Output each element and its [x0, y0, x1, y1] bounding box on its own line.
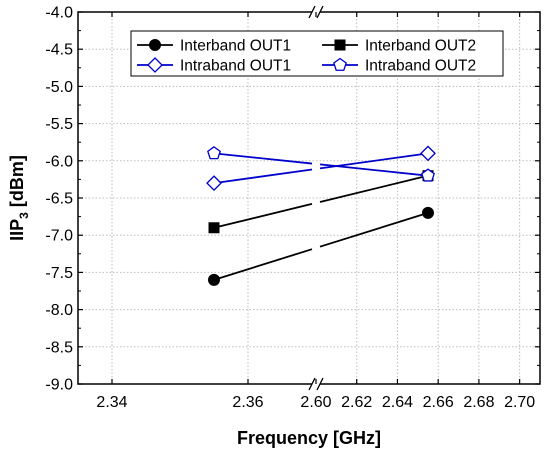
y-tick-label: -6.0 [45, 153, 73, 170]
series-line [213, 248, 313, 281]
y-tick-label: -4.0 [45, 5, 73, 22]
y-tick-label: -5.0 [45, 79, 73, 96]
axis-break-slash [308, 5, 316, 19]
legend-label: Interband OUT1 [180, 38, 291, 55]
y-tick-label: -9.0 [45, 377, 73, 394]
data-point [422, 206, 434, 219]
series-line [319, 163, 429, 177]
x-tick-label: 2.66 [423, 394, 454, 411]
y-tick-label: -7.5 [45, 265, 73, 282]
series-layer [206, 145, 436, 286]
data-point [206, 175, 222, 192]
y-tick-label: -4.5 [45, 42, 73, 59]
y-tick-label: -7.0 [45, 228, 73, 245]
data-point [420, 145, 436, 162]
series-line [213, 203, 313, 229]
y-axis-title-subscript: 3 [17, 212, 31, 219]
data-point [207, 146, 221, 160]
legend-item: Interband OUT2 [322, 38, 476, 55]
legend-label: Intraband OUT1 [180, 58, 291, 75]
y-tick-label: -8.5 [45, 339, 73, 356]
x-tick-label: 2.68 [463, 394, 494, 411]
legend-box [130, 30, 504, 77]
series-line [213, 168, 313, 185]
x-tick-label: 2.34 [96, 394, 127, 411]
y-tick-label: -8.0 [45, 302, 73, 319]
y-axis-title: IIP3 [dBm] [7, 155, 31, 241]
axis-break-slash [308, 377, 316, 391]
data-point [208, 222, 220, 234]
axis-break-slash [316, 5, 324, 19]
legend-item: Interband OUT1 [137, 38, 291, 55]
y-tick-label: -6.5 [45, 191, 73, 208]
x-axis-title: Frequency [GHz] [237, 428, 381, 448]
legend-item: Intraband OUT1 [137, 57, 291, 75]
data-point [421, 168, 435, 182]
legend-marker [334, 39, 346, 51]
x-tick-label: 2.36 [232, 394, 263, 411]
legend-marker [149, 39, 161, 51]
x-tick-label: 2.62 [341, 394, 372, 411]
legend-marker [147, 57, 163, 73]
legend-marker [333, 57, 347, 71]
x-tick-label: 2.64 [382, 394, 413, 411]
series-3 [206, 145, 436, 192]
series-4 [207, 146, 435, 182]
y-axis-title-unit: [dBm] [7, 155, 27, 212]
legend-label: Intraband OUT2 [365, 58, 476, 75]
y-axis-title-main: IIP [7, 219, 27, 241]
axis-break-slash [316, 377, 324, 391]
x-ticks: 2.34 2.36 2.60 2.62 2.64 2.66 2.68 2.70 [96, 12, 535, 411]
series-line [213, 152, 313, 165]
legend-item: Intraband OUT2 [322, 58, 476, 75]
series-1 [208, 206, 434, 286]
legend-label: Interband OUT2 [365, 38, 476, 55]
legend: Interband OUT1 Interband OUT2 Intraband OU… [130, 30, 504, 77]
data-point [208, 273, 220, 286]
grid-lines [78, 12, 540, 384]
series-line [319, 174, 429, 203]
x-tick-label: 2.60 [300, 394, 331, 411]
y-tick-label: -5.5 [45, 116, 73, 133]
y-ticks: -4.0 -4.5 -5.0 -5.5 -6.0 -6.5 -7.0 -7.5 -8.0 -8.5… [45, 5, 540, 394]
series-line [319, 212, 429, 248]
x-tick-label: 2.70 [504, 394, 535, 411]
